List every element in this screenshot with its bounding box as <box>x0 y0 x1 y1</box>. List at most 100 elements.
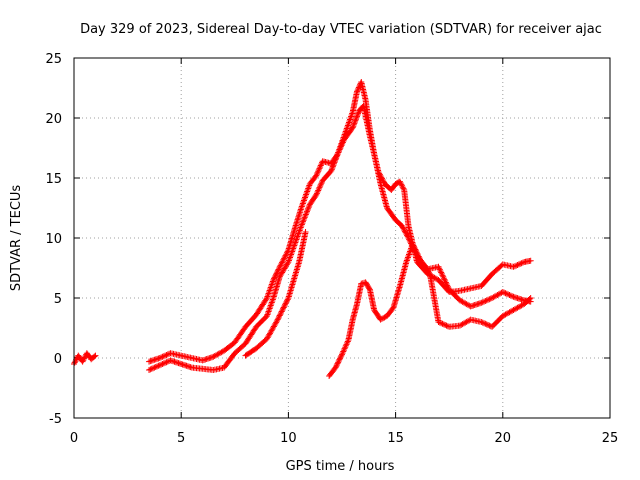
data-point <box>348 125 355 132</box>
data-point <box>483 297 490 304</box>
data-point <box>317 163 324 170</box>
data-point <box>92 352 99 359</box>
data-point <box>281 254 288 260</box>
data-point <box>305 204 312 211</box>
x-tick-label: 20 <box>495 431 512 446</box>
data-point <box>399 184 406 191</box>
data-point <box>280 305 287 312</box>
data-point <box>442 278 449 285</box>
chart-title: Day 329 of 2023, Sidereal Day-to-day VTE… <box>80 22 602 37</box>
data-point <box>515 261 522 268</box>
data-point <box>278 309 285 316</box>
data-point <box>499 289 506 295</box>
data-point <box>343 341 350 348</box>
data-point <box>503 290 510 297</box>
data-point <box>317 183 324 190</box>
data-point <box>303 208 310 215</box>
data-point <box>277 311 284 318</box>
data-point <box>436 319 443 326</box>
data-point <box>442 279 449 286</box>
data-point <box>317 181 324 188</box>
data-point <box>71 359 78 366</box>
data-point <box>439 272 446 279</box>
data-point <box>335 359 342 366</box>
data-point <box>400 185 407 192</box>
data-point <box>399 182 406 189</box>
data-point <box>315 187 322 194</box>
y-axis-label: SDTVAR / TECUs <box>9 185 24 292</box>
data-point <box>162 352 169 359</box>
data-point <box>278 259 285 266</box>
data-point <box>444 282 451 289</box>
data-point <box>482 320 489 327</box>
data-point <box>483 321 490 328</box>
data-point <box>151 364 158 371</box>
data-point <box>351 120 358 127</box>
data-point <box>436 265 443 272</box>
data-point <box>442 322 449 328</box>
data-point <box>330 162 337 169</box>
data-point <box>158 354 165 361</box>
data-point <box>355 85 362 92</box>
data-point <box>91 353 98 360</box>
data-point <box>349 124 356 131</box>
data-point <box>400 225 407 232</box>
data-point <box>481 320 488 327</box>
data-point <box>505 291 512 298</box>
data-point <box>334 152 341 159</box>
data-point <box>401 227 408 233</box>
data-point <box>399 224 406 231</box>
data-point <box>150 365 157 372</box>
data-point <box>404 233 411 240</box>
data-point <box>314 188 321 195</box>
data-point <box>314 169 321 176</box>
x-axis-label: GPS time / hours <box>286 459 395 474</box>
data-point <box>332 158 339 164</box>
data-point <box>487 295 494 302</box>
data-point <box>398 181 405 188</box>
data-point <box>336 146 343 153</box>
series-early <box>71 350 99 367</box>
data-point <box>164 351 171 358</box>
data-point <box>315 168 322 175</box>
data-point <box>411 245 418 252</box>
x-tick-label: 25 <box>602 431 619 446</box>
data-point <box>164 358 171 365</box>
data-point <box>281 255 288 262</box>
data-point <box>277 262 284 269</box>
data-point <box>301 215 308 222</box>
data-point <box>354 112 361 118</box>
data-point <box>284 297 291 304</box>
data-point <box>399 223 406 229</box>
data-point <box>438 320 445 327</box>
data-point <box>162 359 169 366</box>
data-point <box>315 186 322 193</box>
data-point <box>302 211 309 218</box>
x-tick-label: 15 <box>387 431 404 446</box>
data-point <box>513 262 520 269</box>
y-tick-label: 25 <box>45 52 62 67</box>
data-point <box>485 322 492 328</box>
data-point <box>279 258 286 265</box>
data-point <box>302 229 309 235</box>
y-tick-label: 20 <box>45 112 62 127</box>
data-point <box>389 305 396 312</box>
data-point <box>278 308 285 315</box>
data-point <box>271 275 278 282</box>
data-point <box>334 360 341 367</box>
data-point <box>510 263 517 270</box>
data-point <box>437 268 444 275</box>
data-point <box>440 275 447 282</box>
data-point <box>413 247 420 254</box>
data-point <box>334 151 341 157</box>
data-point <box>339 351 345 358</box>
data-point <box>270 277 277 283</box>
data-point <box>316 184 323 191</box>
data-point <box>415 253 422 260</box>
data-point <box>354 88 361 95</box>
data-point <box>299 220 306 227</box>
data-point <box>342 344 349 351</box>
data-point <box>312 193 319 199</box>
series-track-b <box>146 103 534 373</box>
data-point <box>306 202 313 209</box>
